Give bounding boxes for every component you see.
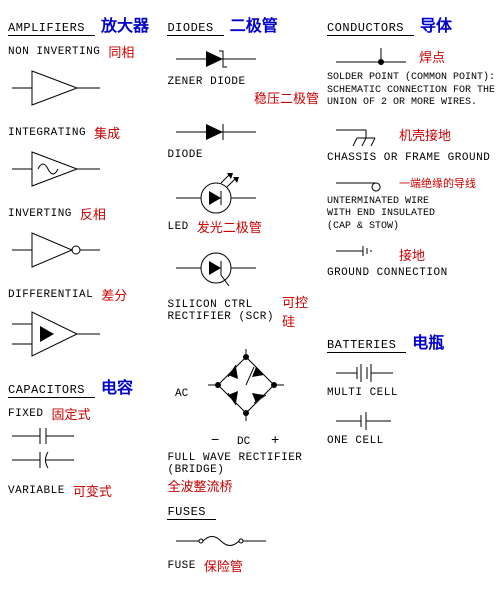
multi-cell-icon	[331, 361, 411, 385]
label-en: FUSE	[167, 560, 195, 572]
heading-en: CAPACITORS	[8, 383, 95, 398]
item-ground: 接地 GROUND CONNECTION	[327, 241, 495, 279]
item-chassis: 机壳接地 CHASSIS OR FRAME GROUND	[327, 118, 495, 164]
bridge-icon: AC − DC +	[171, 340, 311, 450]
solder-icon	[331, 44, 411, 68]
fuse-icon	[171, 528, 271, 554]
label-en: ONE CELL	[327, 435, 495, 447]
capacitor-polar-icon	[12, 449, 82, 471]
label-cn: 固定式	[52, 404, 91, 423]
triangle-icon	[12, 63, 102, 113]
col-1: AMPLIFIERS 放大器 NON INVERTING 同相 INTEGRAT…	[8, 8, 159, 581]
zener-icon	[171, 44, 261, 74]
item-differential: DIFFERENTIAL 差分	[8, 285, 159, 364]
one-cell-icon	[331, 409, 411, 433]
item-inverting: INVERTING 反相	[8, 204, 159, 277]
label-en: SILICON CTRL RECTIFIER (SCR)	[167, 299, 274, 323]
item-led: LED 发光二极管	[167, 169, 318, 236]
label-cn: 稳压二极管	[167, 88, 318, 107]
label-en: NON INVERTING	[8, 46, 100, 58]
desc: UNTERMINATED WIRE WITH END INSULATED (CA…	[327, 196, 495, 234]
label-cn: 发光二极管	[197, 217, 262, 236]
label-cn: 接地	[399, 245, 425, 264]
double-triangle-icon	[12, 306, 102, 362]
scr-icon	[171, 246, 261, 290]
item-variable-cap: VARIABLE 可变式	[8, 481, 159, 500]
item-solder: 焊点 SOLDER POINT (COMMON POINT): SCHEMATI…	[327, 42, 495, 110]
dc-label: DC	[237, 436, 251, 448]
label-cn: 同相	[108, 42, 134, 61]
label-cn: 机壳接地	[399, 125, 451, 144]
heading-diodes: DIODES 二极管	[167, 12, 318, 36]
led-icon	[171, 171, 261, 215]
col-2: DIODES 二极管 ZENER DIODE 稳压二极管 DIODE	[167, 8, 318, 581]
heading-en: FUSES	[167, 505, 216, 520]
item-integrating: INTEGRATING 集成	[8, 123, 159, 196]
heading-en: CONDUCTORS	[327, 21, 414, 36]
label-en: VARIABLE	[8, 485, 65, 497]
label-cn: 全波整流桥	[167, 476, 318, 495]
heading-capacitors: CAPACITORS 电容	[8, 374, 159, 398]
item-one-cell: ONE CELL	[327, 407, 495, 447]
heading-en: AMPLIFIERS	[8, 21, 95, 36]
item-diode: DIODE	[167, 115, 318, 161]
label-cn: 一端绝缘的导线	[399, 175, 476, 191]
heading-cn: 二极管	[230, 12, 278, 36]
heading-cn: 电容	[101, 374, 133, 398]
label-en: MULTI CELL	[327, 387, 495, 399]
heading-en: DIODES	[167, 21, 223, 36]
label-cn: 可变式	[73, 481, 112, 500]
label-cn: 集成	[94, 123, 120, 142]
label-en: DIFFERENTIAL	[8, 289, 93, 301]
heading-conductors: CONDUCTORS 导体	[327, 12, 495, 36]
item-zener: ZENER DIODE 稳压二极管	[167, 42, 318, 107]
label-en: FULL WAVE RECTIFIER (BRIDGE)	[167, 452, 318, 476]
label-en: INVERTING	[8, 208, 72, 220]
heading-batteries: BATTERIES 电瓶	[327, 329, 495, 353]
heading-cn: 电瓶	[412, 329, 444, 353]
label-cn: 差分	[101, 285, 127, 304]
chassis-gnd-icon	[331, 120, 391, 150]
label-en: GROUND CONNECTION	[327, 267, 495, 279]
item-unterm: 一端绝缘的导线 UNTERMINATED WIRE WITH END INSUL…	[327, 172, 495, 234]
columns: AMPLIFIERS 放大器 NON INVERTING 同相 INTEGRAT…	[8, 8, 495, 581]
desc: SOLDER POINT (COMMON POINT): SCHEMATIC C…	[327, 72, 495, 110]
item-noninverting: NON INVERTING 同相	[8, 42, 159, 115]
ac-label: AC	[175, 388, 189, 400]
diode-icon	[171, 117, 261, 147]
label-en: CHASSIS OR FRAME GROUND	[327, 152, 495, 164]
unterm-icon	[331, 174, 391, 192]
label-cn: 反相	[80, 204, 106, 223]
label-en: FIXED	[8, 408, 44, 420]
triangle-bubble-icon	[12, 225, 102, 275]
label-cn: 焊点	[419, 47, 445, 66]
heading-cn: 放大器	[101, 12, 149, 36]
heading-cn: 导体	[420, 12, 452, 36]
label-en: INTEGRATING	[8, 127, 86, 139]
item-scr: SILICON CTRL RECTIFIER (SCR) 可控硅	[167, 244, 318, 330]
heading-amplifiers: AMPLIFIERS 放大器	[8, 12, 159, 36]
ground-icon	[331, 243, 391, 265]
item-multi-cell: MULTI CELL	[327, 359, 495, 399]
plus-label: +	[271, 433, 279, 449]
label-en: LED	[167, 221, 188, 233]
label-cn: 保险管	[204, 556, 243, 575]
label-en: DIODE	[167, 149, 318, 161]
triangle-sine-icon	[12, 144, 102, 194]
item-fuse: FUSE 保险管	[167, 526, 318, 575]
label-cn: 可控硅	[282, 292, 319, 330]
capacitor-icon	[12, 425, 82, 447]
label-en: ZENER DIODE	[167, 76, 318, 88]
item-bridge: AC − DC + FULL WAVE RECTIFIER (BRID	[167, 338, 318, 495]
heading-fuses: FUSES	[167, 505, 318, 520]
heading-en: BATTERIES	[327, 338, 406, 353]
item-fixed-cap: FIXED 固定式	[8, 404, 159, 473]
minus-label: −	[211, 433, 219, 449]
col-3: CONDUCTORS 导体 焊点 SOLDER POINT (COMMON PO…	[327, 8, 495, 581]
